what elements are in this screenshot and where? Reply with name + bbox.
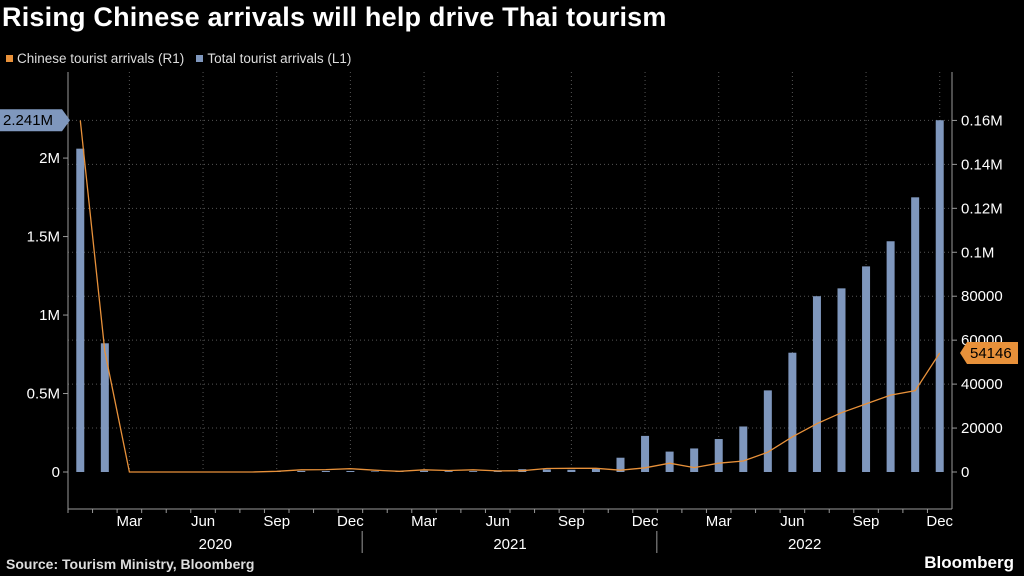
- legend: Chinese tourist arrivals (R1) Total tour…: [6, 51, 363, 66]
- x-tick-label: Jun: [780, 513, 804, 530]
- bar-total-arrivals: [665, 451, 674, 472]
- year-label: 2021: [493, 536, 526, 553]
- x-tick-label: Sep: [263, 513, 290, 530]
- bar-total-arrivals: [837, 288, 846, 472]
- bar-total-arrivals: [591, 468, 600, 472]
- bar-total-arrivals: [812, 296, 821, 472]
- bar-total-arrivals: [911, 197, 920, 472]
- legend-item-chinese: Chinese tourist arrivals (R1): [6, 51, 184, 66]
- right-last-value-box: [960, 342, 1018, 365]
- left-tick-label: 1M: [39, 307, 60, 324]
- bar-total-arrivals: [935, 120, 944, 472]
- left-tick-label: 0.5M: [27, 386, 60, 403]
- bar-total-arrivals: [567, 469, 576, 472]
- year-label: 2020: [199, 536, 232, 553]
- source-note: Source: Tourism Ministry, Bloomberg: [6, 556, 255, 572]
- right-last-value-label: 54146: [970, 345, 1012, 362]
- right-last-value-callout: 54146: [960, 342, 1018, 365]
- bar-total-arrivals: [886, 241, 895, 472]
- year-label: 2022: [788, 536, 821, 553]
- legend-swatch-total: [196, 55, 204, 62]
- x-tick-label: Sep: [853, 513, 880, 530]
- legend-label-chinese: Chinese tourist arrivals (R1): [17, 51, 185, 66]
- right-tick-label: 0: [961, 464, 969, 481]
- bar-total-arrivals: [788, 352, 797, 472]
- bar-total-arrivals: [739, 426, 748, 472]
- right-tick-label: 0.16M: [961, 112, 1003, 129]
- x-tick-label: Mar: [411, 513, 437, 530]
- bar-total-arrivals: [297, 470, 306, 472]
- bar-total-arrivals: [862, 266, 871, 472]
- right-tick-label: 20000: [961, 420, 1003, 437]
- x-tick-label: Mar: [116, 513, 142, 530]
- x-tick-label: Dec: [337, 513, 364, 530]
- left-tick-label: 1.5M: [27, 229, 60, 246]
- x-tick-label: Dec: [632, 513, 659, 530]
- legend-swatch-chinese: [6, 55, 13, 62]
- bar-total-arrivals: [100, 343, 109, 472]
- left-tick-label: 2M: [39, 150, 60, 167]
- left-last-value-label: 2.241M: [3, 112, 53, 129]
- bar-total-arrivals: [763, 390, 772, 472]
- bar-total-arrivals: [76, 148, 85, 472]
- bar-total-arrivals: [542, 469, 551, 472]
- left-last-value-box: [0, 109, 70, 132]
- bar-total-arrivals: [346, 470, 355, 472]
- legend-label-total: Total tourist arrivals (L1): [207, 51, 352, 66]
- bar-total-arrivals: [444, 471, 453, 472]
- right-tick-label: 0.14M: [961, 156, 1003, 173]
- x-tick-label: Dec: [926, 513, 953, 530]
- right-tick-label: 80000: [961, 288, 1003, 305]
- bar-total-arrivals: [690, 448, 699, 472]
- left-last-value-callout: 2.241M: [0, 109, 70, 132]
- bar-total-arrivals: [420, 470, 429, 472]
- x-tick-label: Jun: [191, 513, 215, 530]
- right-tick-label: 0.12M: [961, 200, 1003, 217]
- x-tick-label: Mar: [706, 513, 732, 530]
- left-tick-label: 0: [52, 464, 60, 481]
- right-tick-label: 40000: [961, 376, 1003, 393]
- bar-total-arrivals: [321, 470, 330, 472]
- bar-total-arrivals: [641, 435, 650, 472]
- bar-total-arrivals: [493, 471, 502, 472]
- bar-total-arrivals: [714, 439, 723, 472]
- bar-total-arrivals: [469, 471, 478, 472]
- right-tick-label: 0.1M: [961, 244, 994, 261]
- bloomberg-logo: Bloomberg: [924, 553, 1014, 572]
- legend-item-total: Total tourist arrivals (L1): [196, 51, 351, 66]
- line-chinese-arrivals: [79, 120, 941, 473]
- chart-title: Rising Chinese arrivals will help drive …: [2, 2, 667, 32]
- bar-total-arrivals: [370, 471, 379, 472]
- x-tick-label: Jun: [486, 513, 510, 530]
- bar-total-arrivals: [616, 457, 625, 472]
- x-tick-label: Sep: [558, 513, 585, 530]
